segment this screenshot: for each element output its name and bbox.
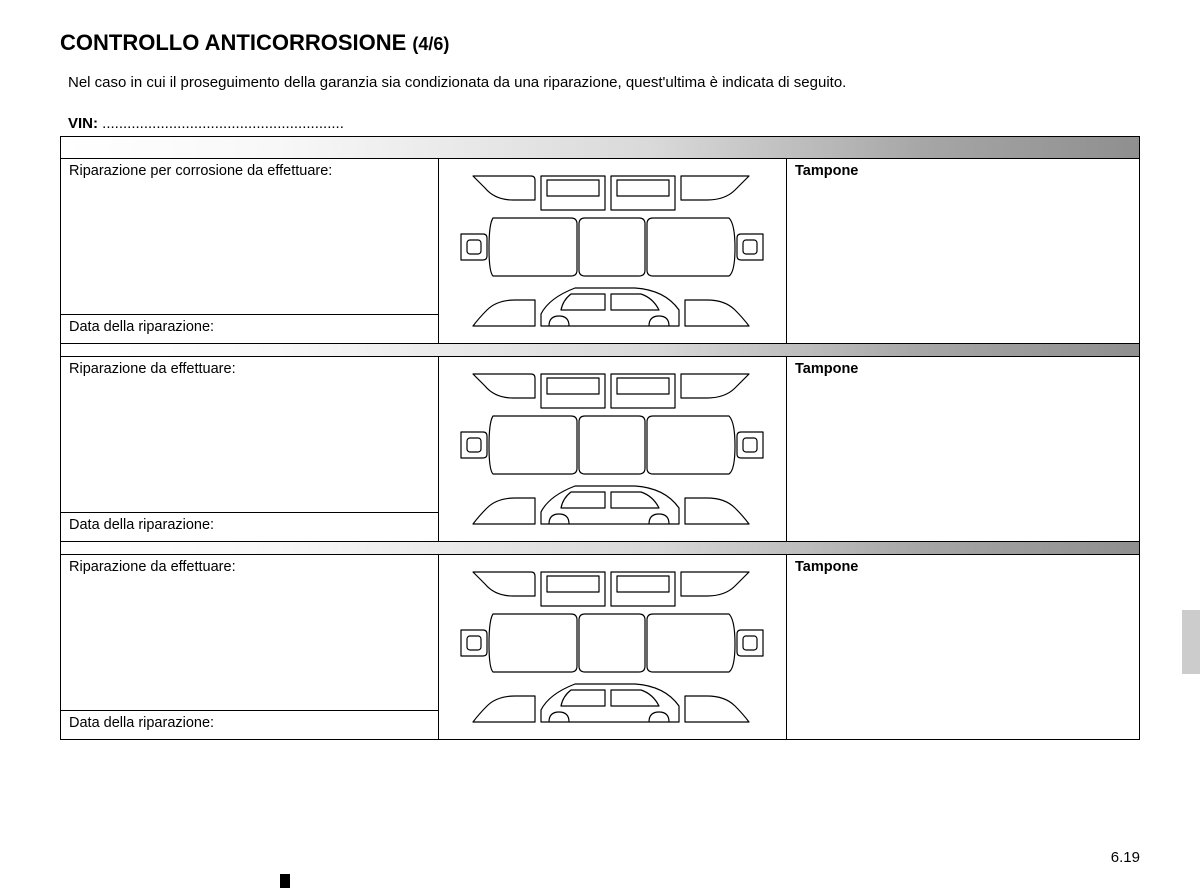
repair-label: Riparazione da effettuare:	[61, 357, 438, 513]
vin-dots: ........................................…	[102, 115, 344, 132]
row-divider	[61, 343, 1139, 357]
repair-label: Riparazione da effettuare:	[61, 555, 438, 711]
table-row: Riparazione da effettuare: Data della ri…	[61, 357, 1139, 541]
title-main: CONTROLLO ANTICORROSIONE	[60, 30, 412, 55]
crop-mark	[280, 874, 290, 888]
diagram-cell	[439, 357, 787, 541]
car-diagram-icon	[453, 166, 773, 336]
vin-line: VIN: ...................................…	[68, 115, 1160, 132]
page-title: CONTROLLO ANTICORROSIONE (4/6)	[60, 30, 1160, 56]
date-label: Data della riparazione:	[61, 711, 438, 739]
table-row: Riparazione per corrosione da effettuare…	[61, 159, 1139, 343]
date-label: Data della riparazione:	[61, 513, 438, 541]
car-diagram-icon	[453, 364, 773, 534]
diagram-cell	[439, 159, 787, 343]
stamp-label: Tampone	[787, 357, 1141, 541]
car-diagram-icon	[453, 562, 773, 732]
left-column: Riparazione da effettuare: Data della ri…	[61, 555, 439, 739]
diagram-cell	[439, 555, 787, 739]
records-table: Riparazione per corrosione da effettuare…	[60, 136, 1140, 740]
title-suffix: (4/6)	[412, 34, 449, 54]
stamp-label: Tampone	[787, 159, 1141, 343]
stamp-label: Tampone	[787, 555, 1141, 739]
side-tab	[1182, 610, 1200, 674]
date-label: Data della riparazione:	[61, 315, 438, 343]
subtitle-text: Nel caso in cui il proseguimento della g…	[68, 74, 1160, 91]
left-column: Riparazione per corrosione da effettuare…	[61, 159, 439, 343]
page-number: 6.19	[1111, 849, 1140, 866]
repair-label: Riparazione per corrosione da effettuare…	[61, 159, 438, 315]
vin-label: VIN:	[68, 115, 102, 132]
header-gradient-bar	[61, 137, 1139, 159]
row-divider	[61, 541, 1139, 555]
left-column: Riparazione da effettuare: Data della ri…	[61, 357, 439, 541]
document-page: CONTROLLO ANTICORROSIONE (4/6) Nel caso …	[0, 0, 1200, 740]
table-row: Riparazione da effettuare: Data della ri…	[61, 555, 1139, 739]
